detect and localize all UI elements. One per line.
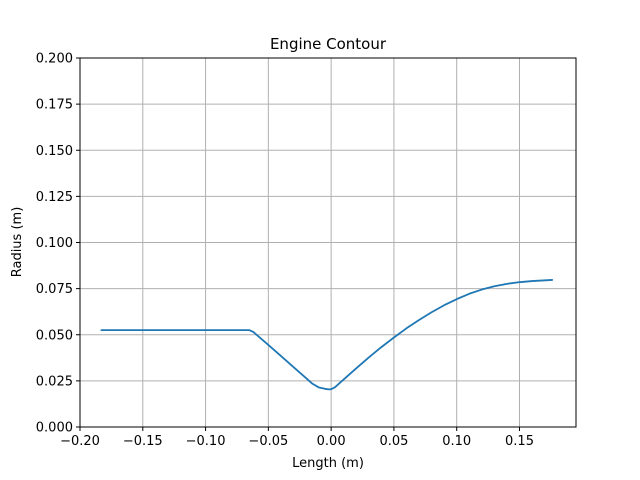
y-axis: 0.000 0.025 0.050 0.075 0.100 0.125 0.150 0.175… [36, 52, 80, 436]
y-tick-label: 0.175 [36, 98, 73, 113]
y-tick-label: 0.050 [36, 328, 73, 343]
chart-title: Engine Contour [270, 35, 387, 53]
x-tick-label: −0.05 [248, 434, 288, 449]
x-axis: −0.20 −0.15 −0.10 −0.05 0.00 0.05 0.10 0.15 [60, 427, 534, 449]
x-axis-label: Length (m) [292, 456, 364, 471]
x-tick-label: 0.05 [379, 434, 408, 449]
y-tick-label: 0.200 [36, 52, 73, 67]
y-tick-label: 0.000 [36, 421, 73, 436]
x-tick-label: −0.15 [123, 434, 163, 449]
y-tick-label: 0.100 [36, 236, 73, 251]
contour-series-line [100, 279, 554, 391]
y-tick-label: 0.075 [36, 282, 73, 297]
y-axis-label: Radius (m) [10, 207, 25, 278]
x-tick-label: −0.10 [186, 434, 226, 449]
y-tick-label: 0.125 [36, 190, 73, 205]
y-tick-label: 0.150 [36, 144, 73, 159]
x-tick-label: 0.15 [505, 434, 534, 449]
series-layer [100, 279, 554, 391]
x-tick-label: −0.20 [60, 434, 100, 449]
y-tick-label: 0.025 [36, 374, 73, 389]
x-tick-label: 0.10 [442, 434, 471, 449]
x-tick-label: 0.00 [317, 434, 346, 449]
